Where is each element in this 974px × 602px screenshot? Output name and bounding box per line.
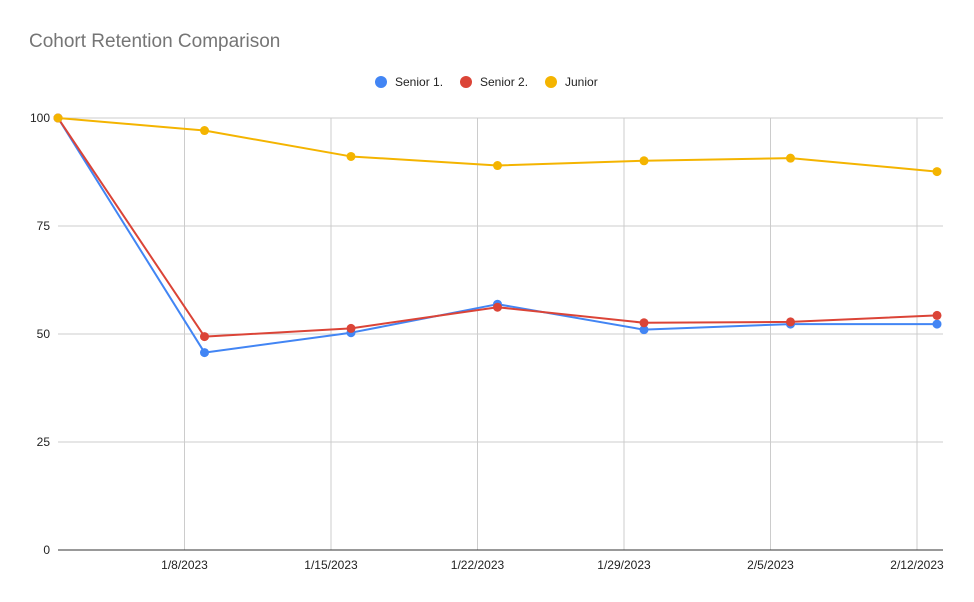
x-tick-label: 1/15/2023 [304, 558, 358, 572]
x-tick-label: 1/22/2023 [451, 558, 505, 572]
grid-layer [58, 117, 943, 550]
data-point [346, 323, 356, 333]
legend-marker [545, 76, 557, 88]
series-line [57, 117, 937, 354]
x-tick-label: 1/29/2023 [597, 558, 651, 572]
chart-title: Cohort Retention Comparison [29, 31, 281, 52]
series-layer [53, 113, 942, 358]
data-point [493, 302, 502, 312]
legend: Senior 1. Senior 2. Junior [375, 75, 598, 89]
legend-marker [460, 76, 472, 88]
data-point [639, 318, 649, 328]
axis-layer: 0 25 50 75 100 1/8/2023 1/15/2023 1/22/2023 1/29… [30, 111, 944, 572]
y-tick-label: 0 [43, 543, 50, 557]
x-tick-label: 2/5/2023 [747, 558, 794, 572]
data-point [493, 161, 502, 171]
x-tick-label: 2/12/2023 [890, 558, 944, 572]
data-point [786, 153, 795, 163]
data-point [346, 151, 356, 161]
data-point [639, 156, 649, 166]
legend-label: Senior 2. [480, 75, 528, 89]
data-point [932, 310, 942, 320]
y-tick-label: 50 [37, 327, 51, 341]
y-tick-label: 100 [30, 111, 50, 125]
data-point [786, 317, 795, 327]
data-point [200, 348, 209, 358]
x-tick-label: 1/8/2023 [161, 558, 208, 572]
y-tick-label: 75 [37, 219, 51, 233]
legend-label: Junior [565, 75, 598, 89]
legend-label: Senior 1. [395, 75, 443, 89]
data-point [53, 113, 63, 123]
data-point [932, 319, 942, 329]
y-tick-label: 25 [37, 435, 51, 449]
data-point [932, 167, 942, 177]
legend-marker [375, 76, 387, 88]
data-point [200, 126, 209, 136]
data-point [200, 332, 209, 342]
data-point [639, 325, 649, 335]
